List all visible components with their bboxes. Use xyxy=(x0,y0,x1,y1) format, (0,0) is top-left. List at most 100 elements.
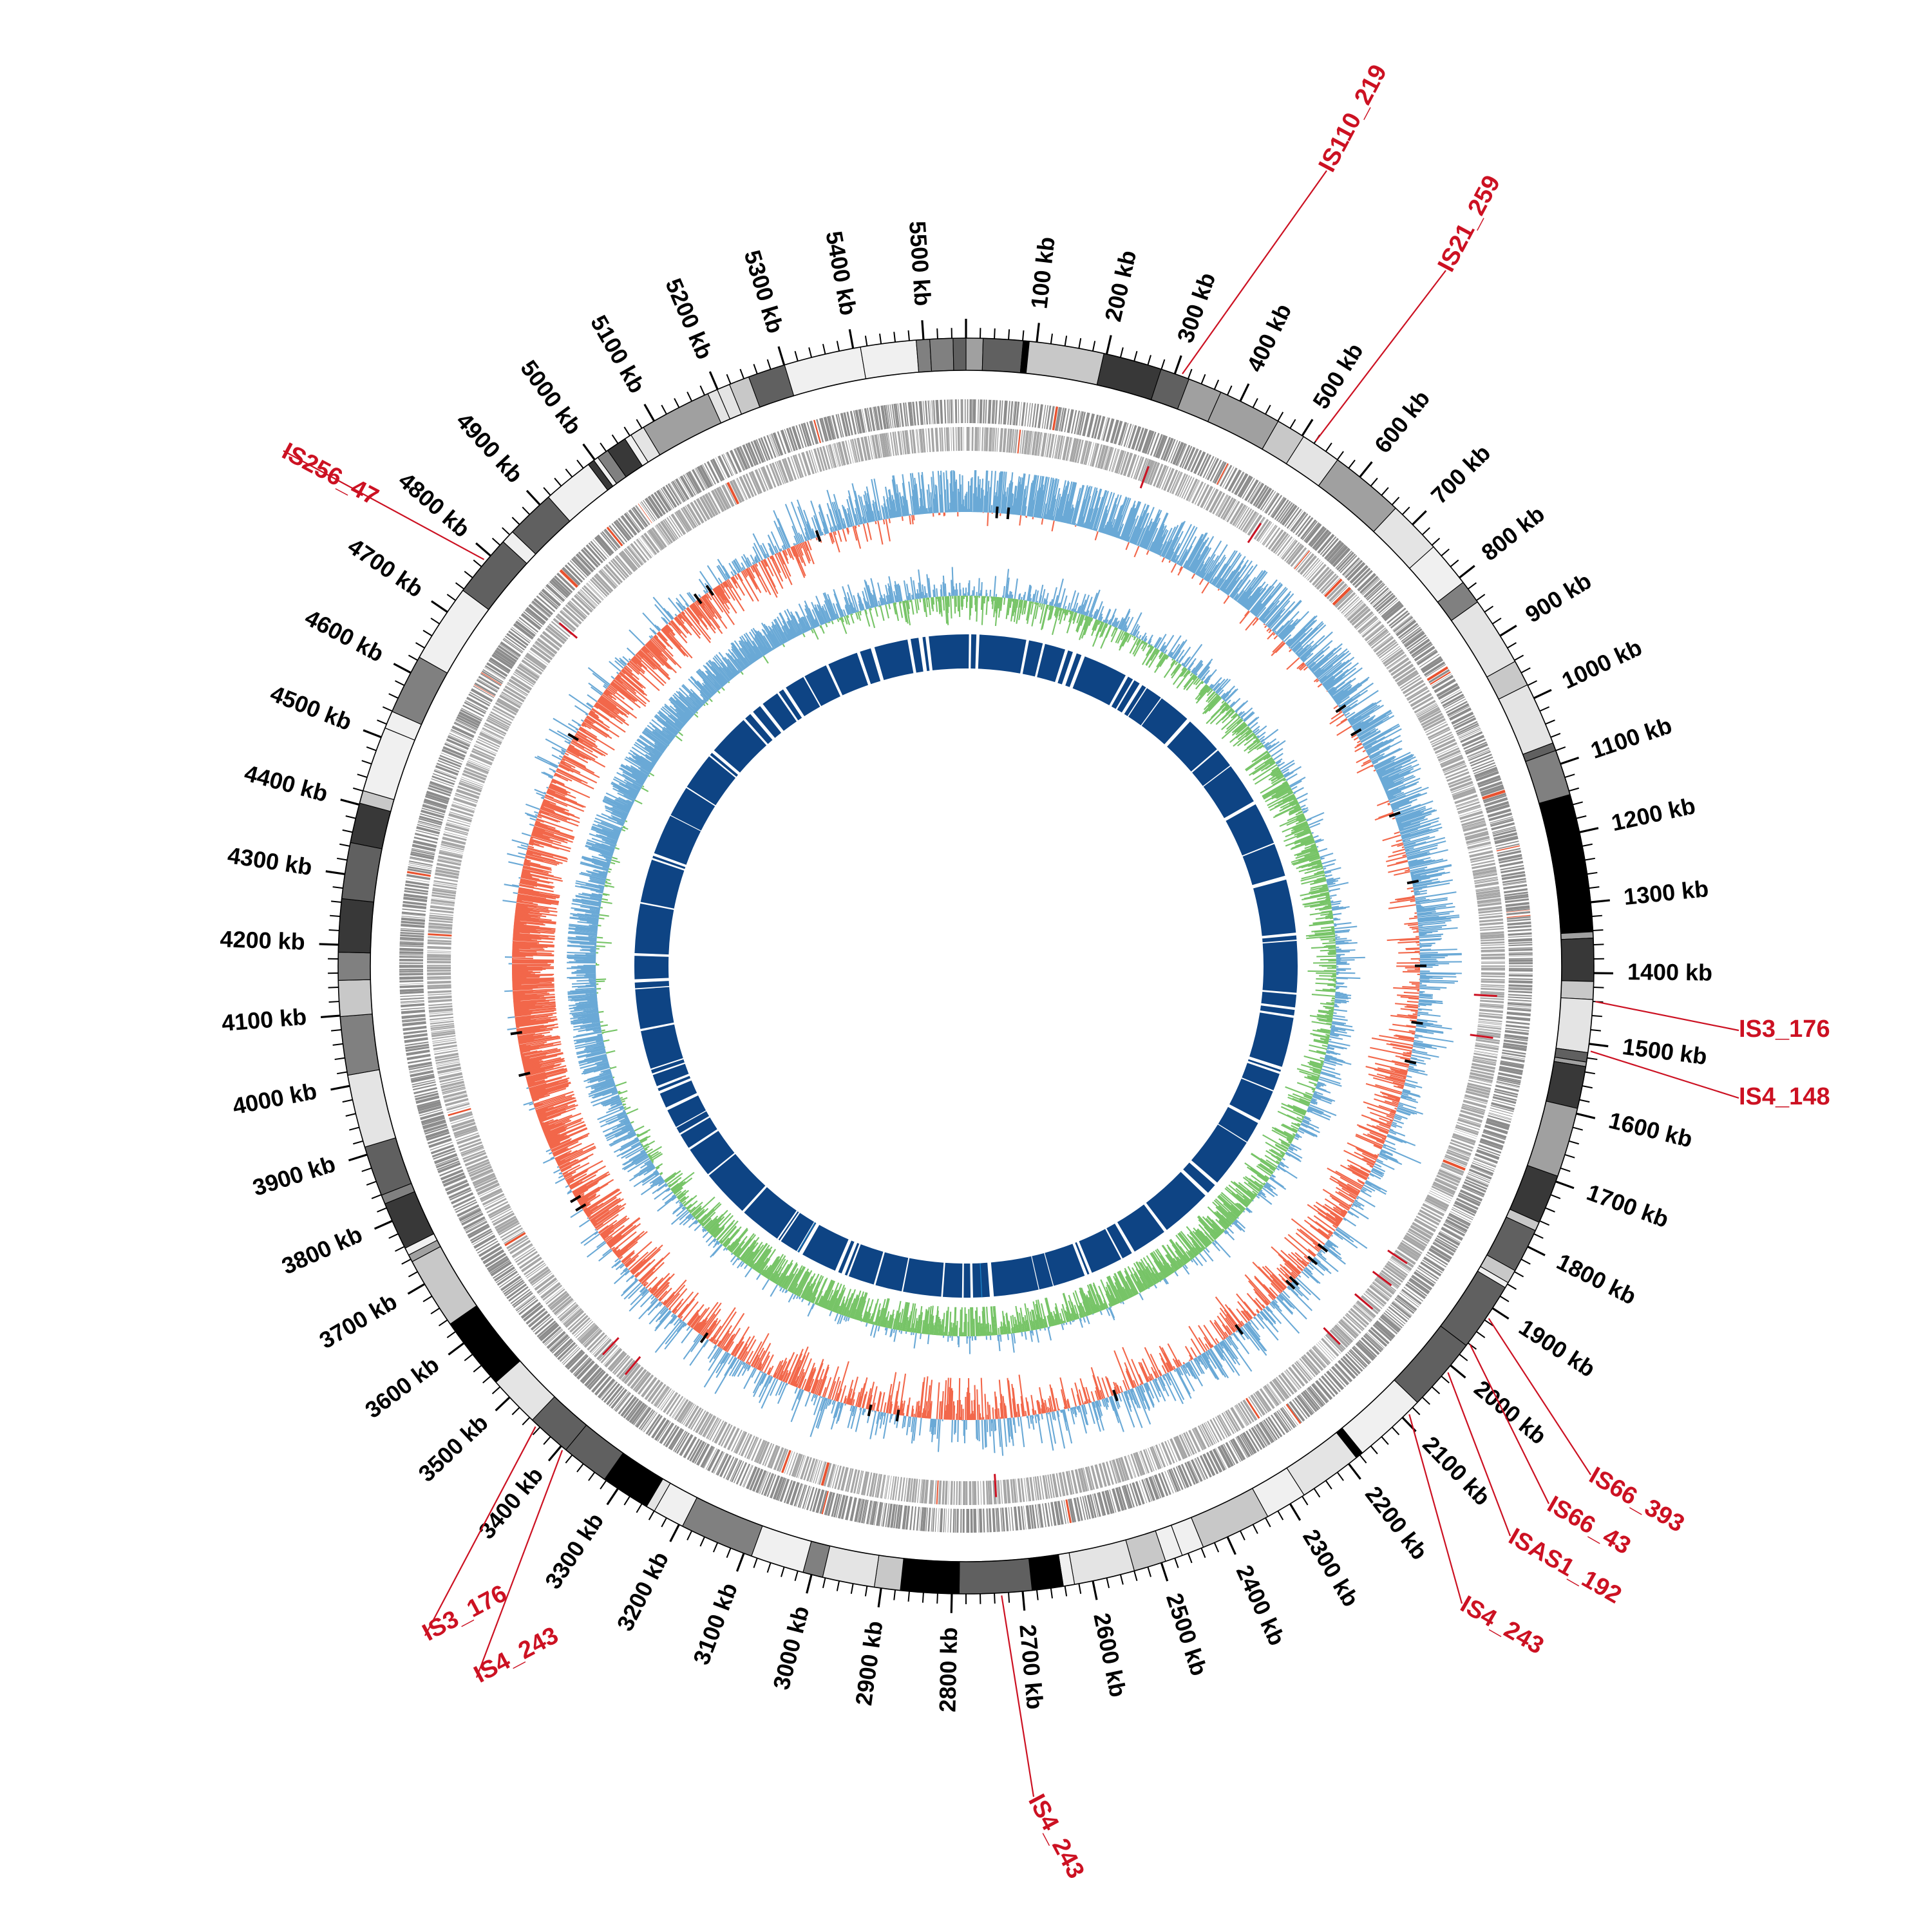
gc-skew-bar xyxy=(1314,906,1332,911)
gc-skew-bar xyxy=(1190,1259,1194,1263)
gc-skew-bar xyxy=(1298,798,1308,804)
gc-skew-bar xyxy=(633,743,659,761)
gc-skew-bar xyxy=(1007,594,1009,598)
gc-skew-bar xyxy=(589,877,606,883)
gc-skew-bar xyxy=(635,755,654,768)
gc-skew-bar xyxy=(1108,1303,1112,1307)
gc-skew-bar xyxy=(1287,813,1304,822)
gc-skew-bar xyxy=(1301,846,1317,853)
gc-content-bar xyxy=(1351,1204,1354,1208)
gc-skew-bar xyxy=(981,596,985,625)
gc-skew-bar xyxy=(1083,611,1086,616)
gc-skew-bar xyxy=(795,1295,799,1300)
gc-skew-bar xyxy=(1188,1251,1194,1259)
gc-skew-bar xyxy=(588,880,605,886)
gc-skew-bar xyxy=(567,936,597,940)
gc-skew-bar xyxy=(1054,607,1057,616)
gc-skew-bar xyxy=(618,767,645,783)
gc-skew-bar xyxy=(657,712,681,732)
gc-skew-bar xyxy=(779,1285,781,1288)
gc-skew-bar xyxy=(1221,700,1225,704)
gc-skew-bar xyxy=(735,1233,755,1257)
gc-skew-bar xyxy=(1316,1018,1332,1022)
gc-skew-bar xyxy=(1328,1040,1350,1046)
gc-skew-bar xyxy=(784,1289,788,1294)
gc-skew-bar xyxy=(658,1180,665,1187)
core-block xyxy=(978,634,1027,674)
gc-skew-bar xyxy=(1316,1086,1327,1092)
gc-skew-bar xyxy=(1031,602,1037,627)
gc-skew-bar xyxy=(596,1083,615,1090)
gc-skew-bar xyxy=(1156,653,1166,668)
gc-skew-bar xyxy=(591,846,614,855)
gc-skew-bar xyxy=(697,1214,707,1223)
gc-skew-bar xyxy=(649,772,655,777)
gc-skew-bar xyxy=(1310,880,1327,886)
gc-skew-bar xyxy=(849,1294,858,1318)
gc-skew-bar xyxy=(605,871,609,873)
gc-skew-bar xyxy=(1105,623,1108,629)
gc-skew-bar xyxy=(1117,1289,1124,1302)
gc-skew-bar xyxy=(574,954,596,956)
gc-skew-bar xyxy=(1247,716,1260,727)
gc-skew-bar xyxy=(575,895,602,901)
gc-content-bar xyxy=(1217,589,1220,591)
gc-content-bar xyxy=(1408,923,1419,926)
core-block xyxy=(1249,1012,1294,1067)
gc-skew-bar xyxy=(1295,811,1303,816)
gc-content-bar xyxy=(1406,1000,1419,1003)
gc-skew-bar xyxy=(580,886,604,892)
gc-skew-bar xyxy=(612,806,629,815)
gc-skew-bar xyxy=(587,920,599,923)
gc-skew-bar xyxy=(1132,639,1142,655)
gc-skew-bar xyxy=(723,1247,726,1251)
gc-skew-bar xyxy=(1231,723,1247,736)
gc-skew-bar xyxy=(575,1041,604,1050)
gc-skew-bar xyxy=(1072,1320,1074,1323)
gc-skew-bar xyxy=(1159,1271,1165,1280)
gc-skew-bar xyxy=(681,1200,687,1205)
gc-skew-bar xyxy=(1312,1094,1332,1103)
gc-skew-bar xyxy=(1326,877,1334,881)
gc-skew-bar xyxy=(793,1287,798,1294)
gc-skew-bar xyxy=(1192,1230,1208,1248)
gc-skew-bar xyxy=(1208,692,1217,703)
gc-skew-bar xyxy=(1295,819,1307,825)
gc-skew-bar xyxy=(1099,613,1103,621)
gc-skew-bar xyxy=(1047,605,1052,621)
gc-skew-bar xyxy=(604,805,628,817)
gc-skew-bar xyxy=(1300,1122,1320,1133)
gc-skew-bar xyxy=(757,1257,769,1273)
gc-skew-bar xyxy=(1215,1206,1233,1224)
gc-skew-bar xyxy=(1192,1258,1198,1266)
gc-skew-bar xyxy=(742,1245,756,1262)
gc-skew-bar xyxy=(1300,804,1306,808)
gc-skew-bar xyxy=(1257,1193,1260,1197)
gc-skew-bar xyxy=(1309,933,1335,937)
gc-skew-bar xyxy=(1212,1201,1235,1223)
gc-content-bar xyxy=(1371,764,1374,768)
gc-skew-bar xyxy=(640,1144,643,1147)
gc-skew-bar xyxy=(705,1218,717,1231)
gc-skew-bar xyxy=(611,782,638,797)
gc-skew-bar xyxy=(612,785,637,799)
gc-skew-bar xyxy=(1305,841,1316,847)
gc-skew-bar xyxy=(1262,1134,1289,1150)
gc-skew-bar xyxy=(596,1065,610,1070)
gc-skew-bar xyxy=(1029,1331,1033,1342)
gc-skew-bar xyxy=(829,1311,833,1316)
gc-skew-bar xyxy=(585,1027,601,1032)
core-block xyxy=(659,1080,697,1108)
gc-skew-bar xyxy=(1194,663,1204,676)
gc-skew-bar xyxy=(1035,1329,1039,1343)
gc-skew-bar xyxy=(976,596,978,622)
gc-skew-bar xyxy=(610,1132,636,1147)
gc-skew-bar xyxy=(893,1329,895,1334)
gc-content-bar xyxy=(1032,516,1034,520)
gc-skew-bar xyxy=(1089,589,1101,618)
gc-skew-bar xyxy=(679,1196,686,1202)
gc-skew-bar xyxy=(1251,1175,1265,1186)
gc-skew-bar xyxy=(1265,1182,1276,1190)
gc-skew-bar xyxy=(630,765,649,777)
